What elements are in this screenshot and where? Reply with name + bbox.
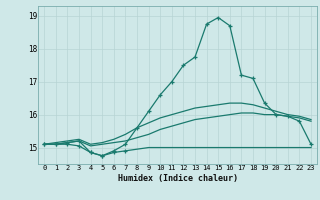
X-axis label: Humidex (Indice chaleur): Humidex (Indice chaleur)	[118, 174, 238, 183]
